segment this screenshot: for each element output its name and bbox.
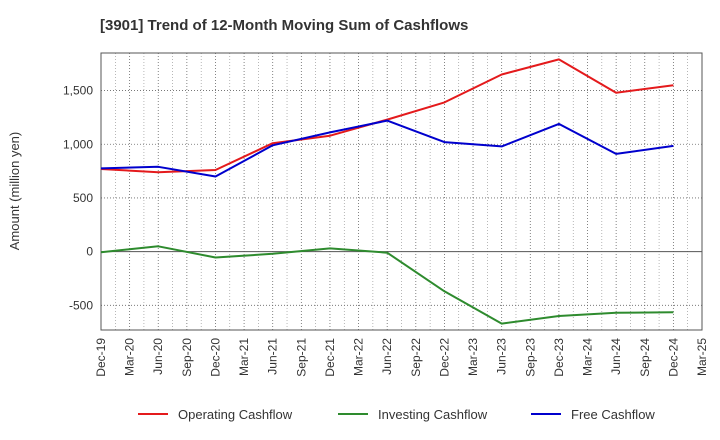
- legend-label-free-cashflow: Free Cashflow: [571, 407, 655, 422]
- x-tick-label: Dec-24: [666, 338, 680, 377]
- y-tick-label: 1,500: [63, 84, 93, 98]
- x-tick-label: Sep-22: [409, 338, 423, 377]
- y-tick-label: -500: [69, 298, 93, 312]
- x-tick-label: Mar-23: [466, 338, 480, 376]
- x-tick-label: Mar-20: [123, 338, 137, 376]
- x-tick-label: Mar-25: [695, 338, 709, 376]
- chart-grid: [100, 53, 703, 330]
- x-tick-label: Jun-23: [495, 338, 509, 375]
- x-tick-label: Sep-21: [294, 338, 308, 377]
- x-axis-ticks: Dec-19 Mar-20 Jun-20 Sep-20 Dec-20 Mar-21 Jun-…: [94, 338, 709, 377]
- x-tick-label: Jun-21: [266, 338, 280, 375]
- x-tick-label: Dec-23: [552, 338, 566, 377]
- x-tick-label: Dec-19: [94, 338, 108, 377]
- x-tick-label: Jun-20: [151, 338, 165, 375]
- x-tick-label: Mar-22: [352, 338, 366, 376]
- legend-label-investing-cashflow: Investing Cashflow: [378, 407, 488, 422]
- series-line-investing-cashflow: [100, 245, 674, 325]
- x-tick-label: Mar-24: [581, 338, 595, 376]
- legend: Operating Cashflow Investing Cashflow Free…: [138, 407, 655, 422]
- chart-title: [3901] Trend of 12-Month Moving Sum of C…: [100, 17, 468, 34]
- series-line-free-cashflow: [100, 119, 674, 178]
- x-tick-label: Sep-20: [180, 338, 194, 377]
- x-tick-label: Sep-23: [523, 338, 537, 377]
- x-tick-label: Sep-24: [638, 338, 652, 377]
- x-tick-label: Jun-24: [609, 338, 623, 375]
- y-tick-label: 1,000: [63, 137, 93, 151]
- x-tick-label: Jun-22: [380, 338, 394, 375]
- x-tick-label: Dec-22: [437, 338, 451, 377]
- y-axis-label: Amount (million yen): [7, 132, 22, 251]
- plot-frame: [100, 52, 703, 331]
- y-axis-ticks: -500 0 500 1,000 1,500: [63, 84, 93, 313]
- series-lines: [100, 58, 674, 325]
- x-tick-label: Dec-21: [323, 338, 337, 377]
- legend-label-operating-cashflow: Operating Cashflow: [178, 407, 293, 422]
- y-tick-label: 500: [73, 191, 93, 205]
- y-tick-label: 0: [86, 245, 93, 259]
- x-tick-label: Mar-21: [237, 338, 251, 376]
- x-tick-label: Dec-20: [208, 338, 222, 377]
